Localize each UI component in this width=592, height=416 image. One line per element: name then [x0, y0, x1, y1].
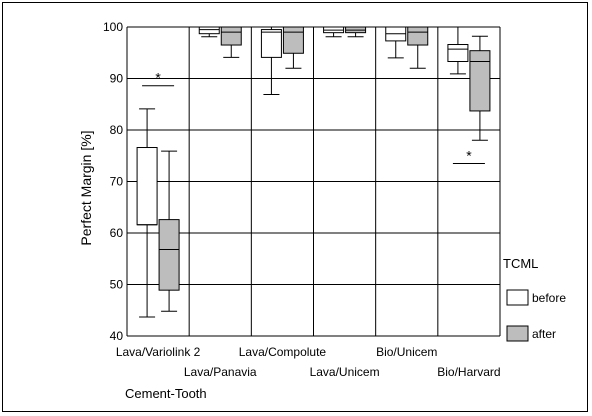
x-tick-label-4: Lava/Unicem: [310, 365, 380, 379]
y-axis-ticks: 40 50 60 70 80 90 100: [103, 20, 123, 343]
y-tick-label-50: 50: [110, 278, 124, 292]
y-tick-label-60: 60: [110, 226, 124, 240]
legend-label-before: before: [532, 291, 566, 305]
box-before-2: [198, 26, 220, 35]
y-tick-label-100: 100: [103, 20, 123, 34]
x-tick-label-1: Lava/Variolink 2: [116, 345, 201, 359]
box-after-6: [469, 50, 491, 112]
box-after-2: [220, 26, 242, 46]
y-tick-label-90: 90: [110, 72, 124, 86]
box-after-3: [282, 26, 304, 54]
figure-frame: [2, 2, 588, 412]
box-before-1: [136, 147, 158, 226]
legend-title: TCML: [503, 256, 538, 271]
legend: before after: [506, 289, 566, 342]
x-tick-label-5: Bio/Unicem: [376, 345, 437, 359]
grid: [126, 26, 501, 337]
x-axis-tick-labels: Lava/Variolink 2 Lava/Panavia Lava/Compolu…: [116, 345, 501, 379]
y-axis-label: Perfect Margin [%]: [78, 130, 94, 245]
x-tick-label-6: Bio/Harvard: [437, 365, 500, 379]
significance-marker-2: *: [466, 147, 472, 163]
x-tick-label-2: Lava/Panavia: [184, 365, 257, 379]
significance-marker-1: *: [155, 70, 161, 86]
legend-swatch-after: [506, 325, 529, 342]
x-axis-label: Cement-Tooth: [125, 386, 207, 401]
box-before-6: [447, 44, 469, 63]
box-after-1: [158, 219, 180, 291]
annotations: **: [142, 70, 485, 164]
y-tick-label-70: 70: [110, 175, 124, 189]
legend-label-after: after: [532, 327, 556, 341]
x-tick-label-3: Lava/Compolute: [239, 345, 327, 359]
y-tick-label-80: 80: [110, 123, 124, 137]
legend-swatch-before: [506, 289, 529, 306]
y-tick-label-40: 40: [110, 329, 124, 343]
boxes: [136, 26, 491, 318]
box-after-5: [407, 26, 429, 46]
box-before-3: [260, 29, 282, 58]
